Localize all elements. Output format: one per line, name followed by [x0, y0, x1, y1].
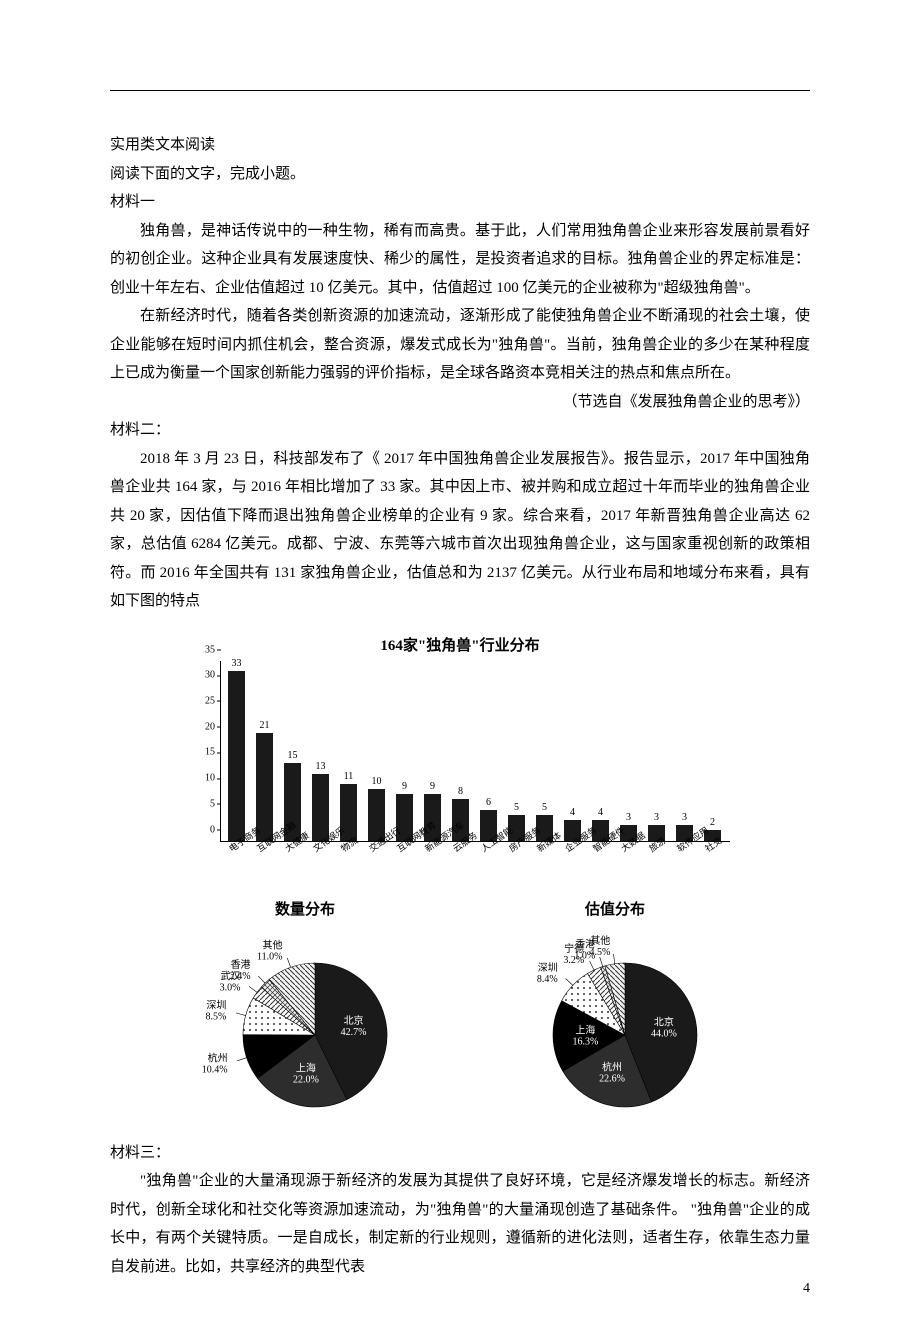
bar-column: 21 — [255, 721, 274, 841]
bar-value-label: 11 — [344, 772, 354, 782]
pie-slice-value: 8.5% — [205, 1011, 226, 1022]
bar-rect — [228, 671, 245, 841]
pie-slice-value: 8.4% — [537, 973, 558, 984]
bar-rect — [312, 774, 329, 841]
pie-slice-value: 42.7% — [341, 1026, 367, 1037]
material-1-source: （节选自《发展独角兽企业的思考》） — [110, 388, 810, 417]
bar-chart-title: 164家"独角兽"行业分布 — [110, 634, 810, 655]
material-3-para-1: "独角兽"企业的大量涌现源于新经济的发展为其提供了良好环境，它是经济爆发增长的标… — [110, 1167, 810, 1281]
pie-slice-value: 4.5% — [589, 946, 610, 957]
pie-slice-value: 10.4% — [202, 1064, 228, 1075]
pie-value-title: 估值分布 — [585, 898, 645, 919]
pie-slice-value: 2.4% — [230, 971, 251, 982]
page-number: 4 — [803, 1281, 810, 1297]
bar-value-label: 4 — [570, 808, 575, 818]
pie-slice-label: 香港 — [231, 959, 251, 971]
pie-slice-value: 22.0% — [293, 1074, 319, 1085]
bar-y-axis: 05101520253035 — [191, 661, 217, 841]
pie-slice-label: 深圳 — [206, 999, 226, 1011]
bar-rect — [368, 789, 385, 840]
bar-value-label: 21 — [260, 721, 270, 731]
material-1-para-2: 在新经济时代，随着各类创新资源的加速流动，逐渐形成了能使独角兽企业不断涌现的社会… — [110, 302, 810, 388]
pie-slice-label: 杭州 — [602, 1060, 622, 1073]
bar-value-label: 4 — [598, 808, 603, 818]
bar-plot-area: 05101520253035 332115131110998655443332 — [220, 661, 730, 842]
pie-slice-value: 44.0% — [651, 1028, 677, 1039]
pie-count-chart: 北京42.7%上海22.0%杭州10.4%深圳8.5%武汉3.0%香港2.4%其… — [175, 925, 435, 1125]
bar-value-label: 10 — [372, 777, 382, 787]
bar-y-tick: 25 — [205, 695, 215, 706]
bar-value-label: 9 — [402, 782, 407, 792]
bar-chart: 05101520253035 332115131110998655443332 … — [190, 661, 730, 872]
pies-row: 数量分布 北京42.7%上海22.0%杭州10.4%深圳8.5%武汉3.0%香港… — [110, 898, 810, 1125]
pie-value-block: 估值分布 北京44.0%杭州22.6%上海16.3%深圳8.4%宁德3.2%香港… — [485, 898, 745, 1125]
bar-column: 13 — [311, 762, 330, 841]
bar-value-label: 3 — [654, 813, 659, 823]
bar-column: 33 — [227, 659, 246, 841]
material-2-heading: 材料二： — [110, 416, 810, 445]
line-section-heading: 实用类文本阅读 — [110, 131, 810, 160]
material-2-para-1: 2018 年 3 月 23 日，科技部发布了《 2017 年中国独角兽企业发展报… — [110, 445, 810, 616]
pie-slice-value: 11.0% — [257, 951, 282, 962]
pie-slice-label: 杭州 — [208, 1051, 228, 1064]
pie-value-chart: 北京44.0%杭州22.6%上海16.3%深圳8.4%宁德3.2%香港1.0%其… — [485, 925, 745, 1125]
bar-y-tick: 5 — [210, 798, 215, 809]
bar-value-label: 33 — [232, 659, 242, 669]
bar-value-label: 5 — [542, 803, 547, 813]
bar-y-tick: 30 — [205, 670, 215, 681]
pie-slice-value: 3.0% — [220, 982, 241, 993]
pie-slice-value: 16.3% — [572, 1036, 598, 1047]
pie-slice-label: 深圳 — [538, 961, 558, 973]
pie-slice-label: 上海 — [575, 1023, 595, 1036]
bar-y-tick: 0 — [210, 824, 215, 835]
bar-value-label: 6 — [486, 798, 491, 808]
pie-slice-label: 其他 — [590, 933, 610, 946]
material-1-para-1: 独角兽，是神话传说中的一种生物，稀有而高贵。基于此，人们常用独角兽企业来形容发展… — [110, 217, 810, 303]
bar-value-label: 3 — [682, 813, 687, 823]
bar-y-tick: 10 — [205, 773, 215, 784]
bar-value-label: 15 — [288, 751, 298, 761]
pie-slice-label: 北京 — [344, 1013, 364, 1026]
pie-slice-value: 22.6% — [599, 1073, 625, 1084]
material-1-heading: 材料一 — [110, 188, 810, 217]
pie-count-block: 数量分布 北京42.7%上海22.0%杭州10.4%深圳8.5%武汉3.0%香港… — [175, 898, 435, 1125]
bar-y-tick: 15 — [205, 747, 215, 758]
material-3-heading: 材料三： — [110, 1139, 810, 1168]
line-instruction: 阅读下面的文字，完成小题。 — [110, 160, 810, 189]
bar-value-label: 9 — [430, 782, 435, 792]
bar-x-labels: 电子商务互联网金融大健康文化娱乐物流交通出行互联网教育新能源汽车云服务人工智能房… — [226, 842, 730, 872]
pie-slice-label: 其他 — [263, 938, 283, 951]
bar-value-label: 5 — [514, 803, 519, 813]
bar-y-tick: 35 — [205, 644, 215, 655]
pie-slice-label: 上海 — [296, 1061, 316, 1074]
bar-value-label: 13 — [316, 762, 326, 772]
bar-value-label: 3 — [626, 813, 631, 823]
bar-value-label: 2 — [710, 818, 715, 828]
bar-value-label: 8 — [458, 787, 463, 797]
pie-count-title: 数量分布 — [275, 898, 335, 919]
bar-column: 10 — [367, 777, 386, 840]
bar-rect — [256, 733, 273, 841]
top-rule — [110, 90, 810, 91]
bar-y-tick: 20 — [205, 721, 215, 732]
pie-slice-label: 北京 — [654, 1015, 674, 1028]
page: 实用类文本阅读 阅读下面的文字，完成小题。 材料一 独角兽，是神话传说中的一种生… — [0, 0, 920, 1321]
